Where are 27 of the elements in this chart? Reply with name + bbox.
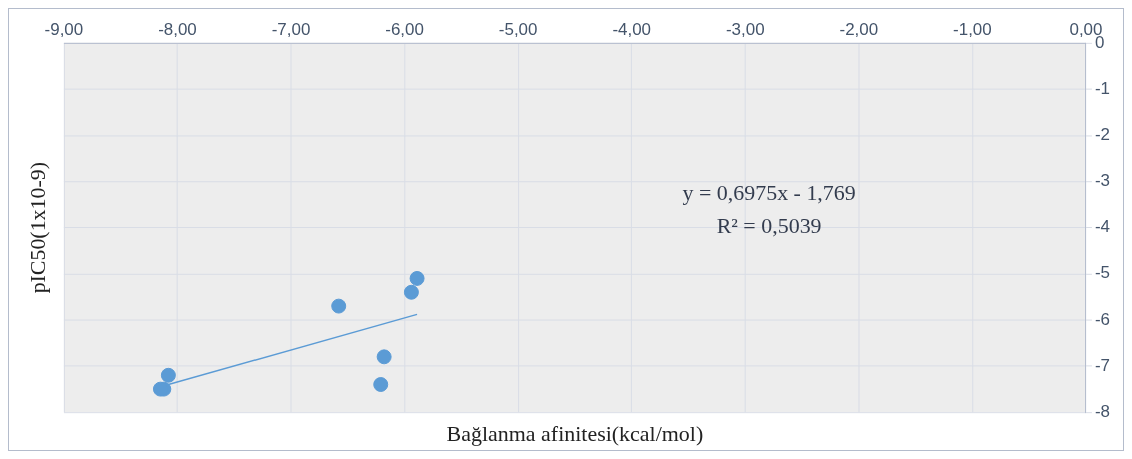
- x-tick-label: -9,00: [44, 19, 84, 39]
- y-tick-label: -7: [1094, 355, 1111, 375]
- point: [409, 270, 425, 286]
- y-tick-label: -2: [1094, 125, 1111, 145]
- y-axis-title: pIC50(1x10-9): [24, 162, 50, 294]
- x-tick-label: -8,00: [158, 19, 197, 39]
- y-tick-label: -8: [1094, 401, 1111, 421]
- x-axis-title: Bağlanma afinitesi(kcal/mol): [446, 420, 704, 446]
- x-tick-label: -7,00: [271, 19, 311, 39]
- point: [376, 349, 392, 365]
- x-tick-label: -1,00: [953, 19, 992, 39]
- point: [160, 367, 176, 383]
- y-tick-label: -6: [1094, 309, 1111, 329]
- annotation: y = 0,6975x - 1,769: [682, 180, 856, 206]
- point: [373, 377, 389, 392]
- y-tick-label: -1: [1094, 79, 1111, 99]
- x-tick-label: -2,00: [839, 19, 879, 39]
- x-tick-label: -3,00: [725, 19, 765, 39]
- annotation: R² = 0,5039: [716, 213, 822, 239]
- x-tick-label: -6,00: [385, 19, 424, 39]
- y-tick-label: -4: [1094, 217, 1111, 237]
- x-tick-label: -5,00: [498, 19, 538, 39]
- y-tick-label: -5: [1094, 263, 1111, 283]
- point: [331, 298, 347, 314]
- x-tick-label: -4,00: [612, 19, 652, 39]
- point: [403, 284, 419, 300]
- y-tick-label: -3: [1094, 171, 1111, 191]
